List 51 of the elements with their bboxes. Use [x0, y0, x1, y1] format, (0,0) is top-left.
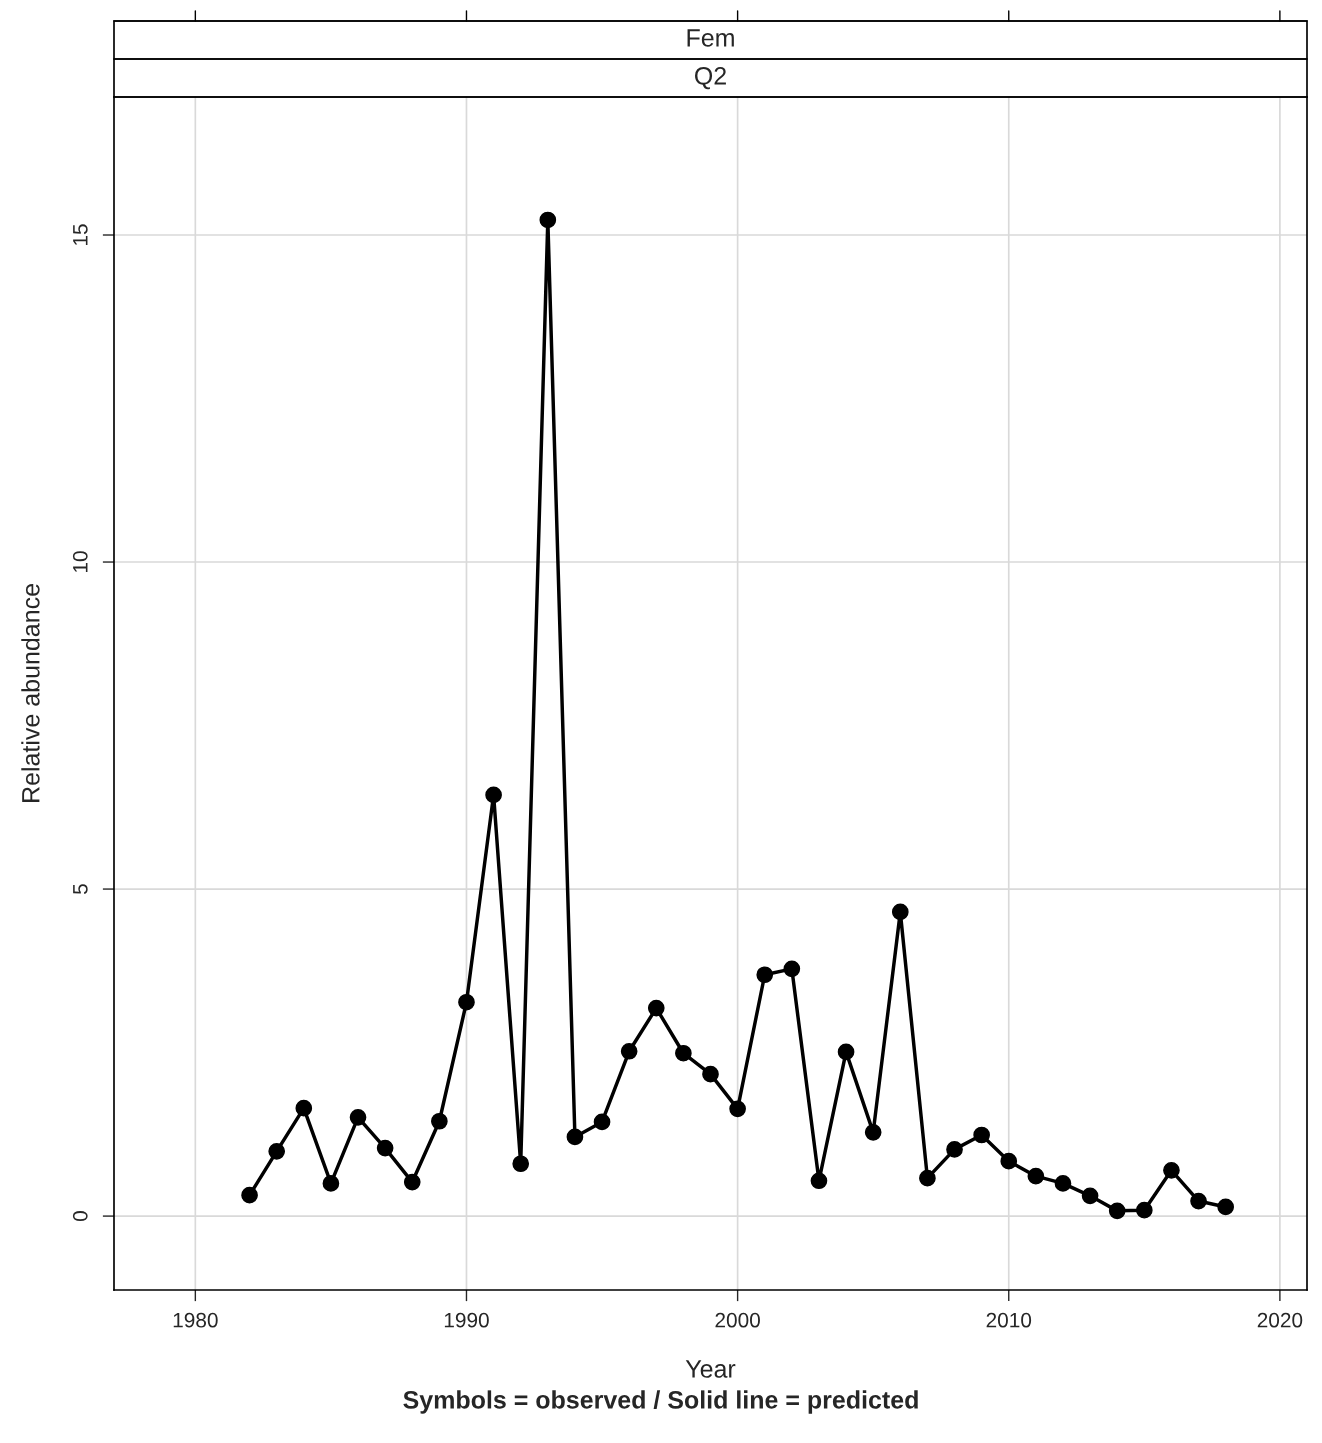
text: Q2 [695, 67, 726, 90]
point [702, 1065, 719, 1083]
y-tick-label: 0 [72, 1211, 88, 1222]
point [946, 1141, 963, 1158]
point [973, 1126, 990, 1144]
point [566, 1128, 584, 1146]
text: Fem [687, 29, 734, 47]
x-axis-title: Year [685, 1360, 736, 1378]
x-tick-label: 1980 [173, 1312, 218, 1328]
point [729, 1100, 746, 1118]
point [1163, 1161, 1180, 1179]
point [512, 1155, 530, 1173]
point [485, 786, 502, 804]
point [810, 1172, 828, 1190]
point [241, 1186, 258, 1204]
point [458, 993, 475, 1011]
text: Symbols = observed / Solid line = predicted [403, 1390, 918, 1414]
y-tick-label: 15 [73, 224, 88, 245]
point [1081, 1187, 1099, 1205]
point [431, 1112, 448, 1130]
x-tick-label: 2000 [715, 1312, 760, 1328]
point [322, 1175, 340, 1192]
point [1000, 1152, 1018, 1170]
point [837, 1043, 855, 1061]
x-tick-label: 2020 [1257, 1312, 1303, 1328]
point [1108, 1202, 1126, 1220]
x-tick-label: 2010 [986, 1312, 1032, 1328]
point [376, 1139, 394, 1157]
point [756, 966, 774, 984]
point [919, 1169, 936, 1187]
y-tick-label: 10 [72, 551, 88, 573]
x-tick-label: 1990 [444, 1312, 489, 1328]
point [1054, 1175, 1072, 1192]
point [403, 1173, 421, 1191]
point [295, 1099, 313, 1117]
point [1217, 1198, 1234, 1216]
point [349, 1108, 367, 1126]
point [647, 999, 665, 1017]
point [1027, 1167, 1045, 1185]
point [783, 960, 801, 978]
y-tick-label: 5 [73, 884, 88, 895]
point [891, 903, 909, 921]
point [593, 1113, 611, 1131]
point [268, 1143, 286, 1160]
point [675, 1044, 692, 1062]
point [1190, 1192, 1207, 1210]
point [620, 1042, 638, 1060]
y-axis-title: Relative abundance [21, 584, 40, 802]
point [864, 1124, 882, 1141]
point [1135, 1201, 1153, 1219]
point [539, 211, 557, 229]
